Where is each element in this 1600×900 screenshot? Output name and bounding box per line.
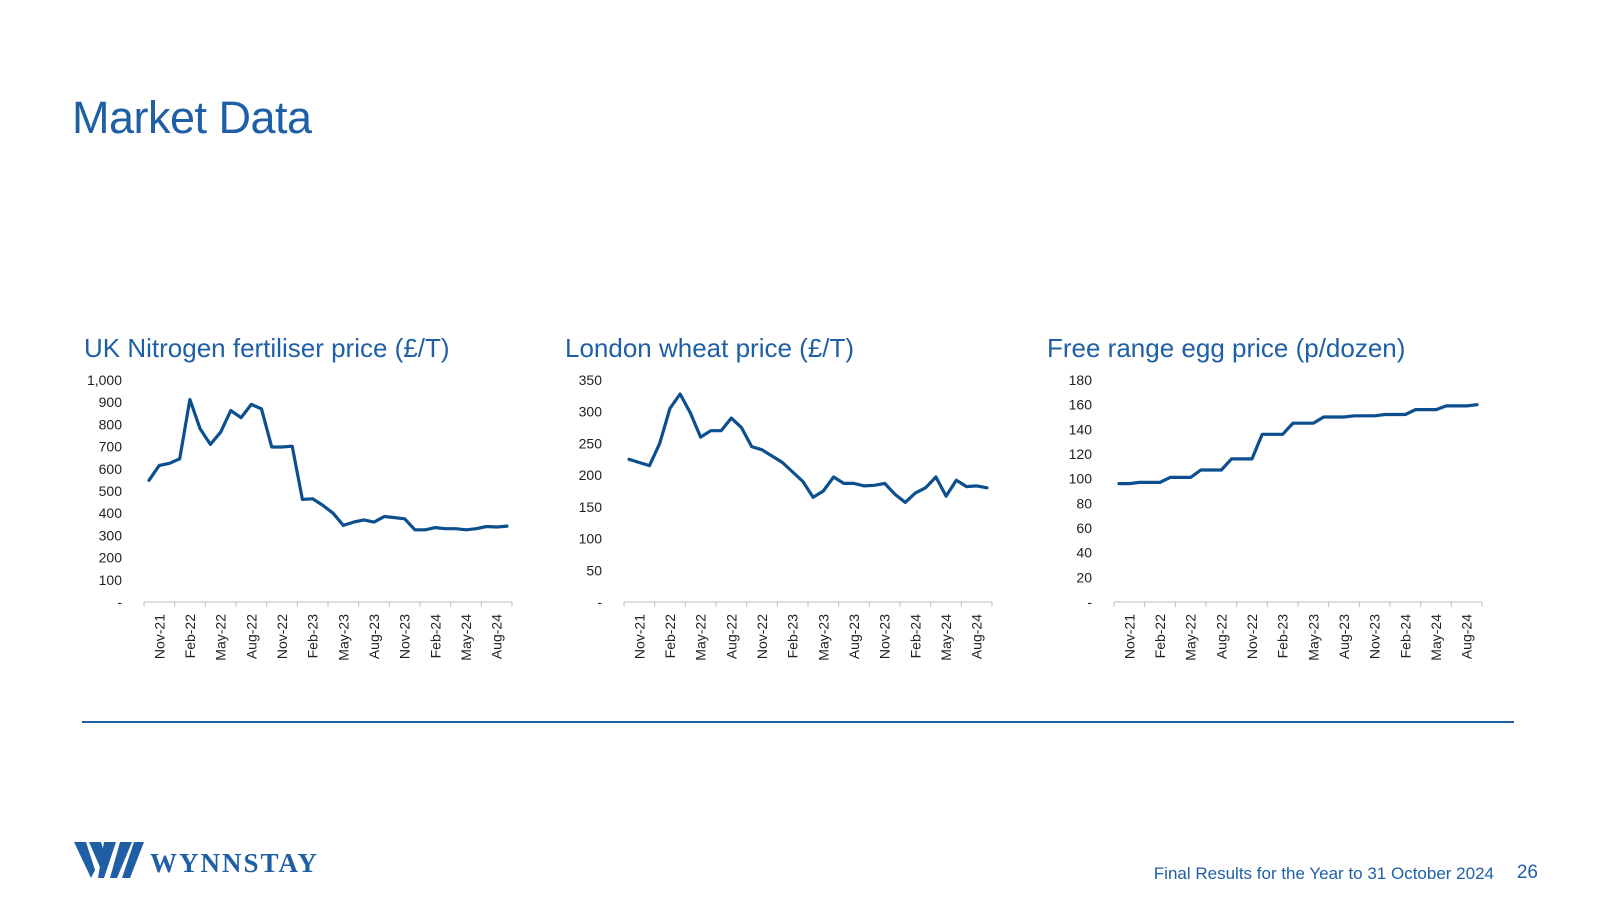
y-tick-label: 100 <box>99 572 123 588</box>
x-tick-label: Aug-23 <box>846 614 862 659</box>
chart-title-fertiliser: UK Nitrogen fertiliser price (£/T) <box>84 333 450 363</box>
y-tick-label: 120 <box>1069 446 1093 462</box>
page-number: 26 <box>1516 862 1538 883</box>
x-tick-label: Feb-22 <box>662 614 678 659</box>
y-tick-label: 60 <box>1076 520 1092 536</box>
x-tick-label: Nov-23 <box>877 614 893 659</box>
x-tick-label: May-22 <box>1183 614 1199 661</box>
x-tick-label: Feb-23 <box>785 614 801 659</box>
x-tick-label: Aug-22 <box>243 614 259 659</box>
y-tick-label: 1,000 <box>87 372 122 388</box>
x-tick-label: Feb-23 <box>1275 614 1291 659</box>
y-tick-label: 140 <box>1069 421 1093 437</box>
x-tick-label: Nov-23 <box>1367 614 1383 659</box>
y-tick-label: - <box>597 594 602 610</box>
x-tick-label: Feb-24 <box>1397 614 1413 659</box>
chart-title-eggs: Free range egg price (p/dozen) <box>1047 333 1406 363</box>
y-tick-label: 150 <box>579 499 603 515</box>
y-tick-label: - <box>1087 594 1092 610</box>
x-tick-label: Nov-22 <box>274 614 290 659</box>
y-tick-label: 500 <box>99 483 123 499</box>
divider-line <box>82 721 1514 723</box>
chart-title-wheat: London wheat price (£/T) <box>565 333 855 363</box>
y-tick-label: 400 <box>99 505 123 521</box>
y-tick-label: 600 <box>99 461 123 477</box>
x-tick-label: Nov-22 <box>754 614 770 659</box>
x-tick-label: Aug-23 <box>1336 614 1352 659</box>
y-tick-label: - <box>117 594 122 610</box>
wynnstay-logo: WYNNSTAY <box>74 842 319 878</box>
y-tick-label: 180 <box>1069 372 1093 388</box>
y-tick-label: 20 <box>1076 569 1092 585</box>
y-tick-label: 700 <box>99 439 123 455</box>
x-tick-label: May-24 <box>938 614 954 661</box>
y-tick-label: 100 <box>1069 471 1093 487</box>
x-tick-label: Nov-23 <box>397 614 413 659</box>
y-tick-label: 300 <box>579 404 603 420</box>
x-tick-label: Aug-24 <box>489 614 505 659</box>
x-tick-label: Feb-24 <box>907 614 923 659</box>
logo-wordmark: WYNNSTAY <box>150 848 319 878</box>
y-tick-label: 250 <box>579 435 603 451</box>
y-tick-label: 200 <box>99 550 123 566</box>
x-tick-label: May-22 <box>213 614 229 661</box>
x-tick-label: May-23 <box>1305 614 1321 661</box>
series-line <box>1117 403 1479 486</box>
y-tick-label: 80 <box>1076 495 1092 511</box>
series-line <box>627 392 989 504</box>
y-tick-label: 900 <box>99 394 123 410</box>
x-tick-label: Feb-22 <box>182 614 198 659</box>
x-tick-label: May-24 <box>1428 614 1444 661</box>
x-tick-label: May-24 <box>458 614 474 661</box>
y-tick-label: 160 <box>1069 397 1093 413</box>
y-tick-label: 100 <box>579 531 603 547</box>
x-tick-label: Nov-21 <box>631 614 647 659</box>
wheat-price-chart: - 50 100 150 200 250 300 350 Nov-21 Feb-22 May-22 A… <box>579 372 993 661</box>
x-tick-label: Nov-22 <box>1244 614 1260 659</box>
x-tick-label: Nov-21 <box>1121 614 1137 659</box>
x-tick-label: Feb-22 <box>1152 614 1168 659</box>
y-tick-label: 350 <box>579 372 603 388</box>
footer-text: Final Results for the Year to 31 October… <box>1153 864 1494 883</box>
fertiliser-price-chart: - 100 200 300 400 500 600 700 800 900 1,000 Nov-21 F… <box>87 372 513 661</box>
x-tick-label: Aug-23 <box>366 614 382 659</box>
y-tick-label: 40 <box>1076 545 1092 561</box>
x-tick-label: Aug-24 <box>969 614 985 659</box>
logo-mark-icon <box>74 842 144 878</box>
series-line <box>147 397 509 532</box>
y-tick-label: 50 <box>586 562 602 578</box>
y-tick-label: 800 <box>99 416 123 432</box>
y-tick-label: 200 <box>579 467 603 483</box>
x-tick-label: May-23 <box>815 614 831 661</box>
x-tick-label: Aug-22 <box>1213 614 1229 659</box>
x-tick-label: Feb-23 <box>305 614 321 659</box>
x-tick-label: Feb-24 <box>427 614 443 659</box>
x-tick-label: May-23 <box>335 614 351 661</box>
y-tick-label: 300 <box>99 527 123 543</box>
x-tick-label: Aug-24 <box>1459 614 1475 659</box>
page-title: Market Data <box>72 92 312 143</box>
x-tick-label: Aug-22 <box>723 614 739 659</box>
egg-price-chart: - 20 40 60 80 100 120 140 160 180 Nov-21 Feb-22 May-… <box>1069 372 1483 661</box>
x-tick-label: Nov-21 <box>151 614 167 659</box>
x-tick-label: May-22 <box>693 614 709 661</box>
